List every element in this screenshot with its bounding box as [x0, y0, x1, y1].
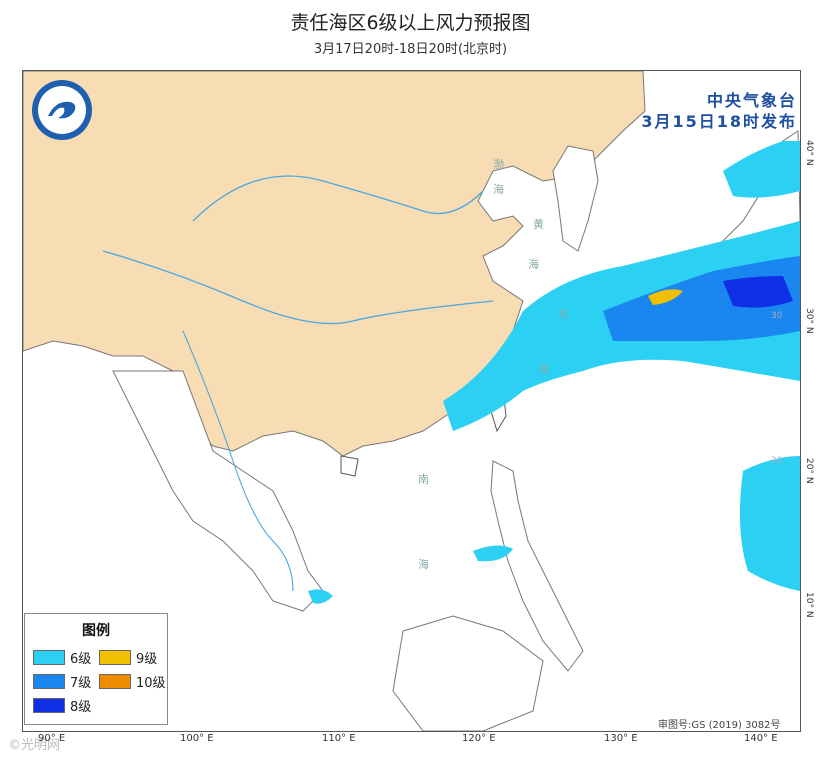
legend-item-6: 6级 [33, 648, 91, 667]
x-tick: 100° E [180, 733, 214, 744]
y-tick: 10° N [804, 592, 814, 618]
inner-lat-label: 30 [771, 311, 783, 321]
legend-item-7: 7级 [33, 672, 91, 691]
x-tick: 130° E [604, 733, 638, 744]
yangtze-river [102, 250, 494, 325]
legend-title: 图例 [82, 623, 110, 639]
sea-label: 黄 [533, 218, 544, 231]
legend-label: 10级 [136, 676, 166, 691]
hainan-land [340, 455, 359, 477]
sea-label: 东 [558, 308, 569, 321]
legend-item-9: 9级 [99, 648, 157, 667]
swatch-7 [33, 674, 65, 689]
sea-label: 海 [418, 558, 429, 571]
y-tick: 20° N [804, 458, 814, 484]
x-tick: 120° E [462, 733, 496, 744]
sea-label: 渤 [493, 158, 504, 171]
philippines-land [490, 460, 584, 672]
wind-area-7-east-sea [603, 256, 800, 341]
sea-label: 海 [493, 183, 504, 196]
y-tick: 30° N [804, 308, 814, 334]
legend-label: 9级 [136, 652, 158, 667]
swatch-10 [99, 674, 131, 689]
mekong-river [182, 330, 294, 592]
borneo-land [392, 615, 544, 731]
wind-area-6-south [473, 545, 513, 562]
approval-number: 审图号:GS (2019) 3082号 [658, 720, 781, 731]
sea-label: 海 [538, 363, 549, 376]
wind-area-8-core [723, 276, 793, 308]
sea-label: 海 [528, 258, 539, 271]
watermark: ©光明网 [8, 738, 61, 753]
legend-item-10: 10级 [99, 672, 166, 691]
issuer-name: 中央气象台 [706, 91, 797, 110]
legend-label: 8级 [70, 700, 92, 715]
swatch-6 [33, 650, 65, 665]
x-tick: 110° E [322, 733, 356, 744]
indochina-land [112, 370, 324, 612]
x-tick: 90° E [38, 733, 66, 744]
swatch-8 [33, 698, 65, 713]
legend-label: 7级 [70, 676, 92, 691]
cma-logo [30, 78, 94, 142]
wind-area-6-gulf [308, 589, 333, 604]
map-title: 责任海区6级以上风力预报图 [290, 12, 531, 34]
map-subtitle: 3月17日20时-18日20时(北京时) [313, 42, 508, 57]
y-tick: 40° N [804, 140, 814, 166]
wind-area-9-core [648, 289, 683, 305]
korea-land [552, 145, 599, 252]
issuer-block: 中央气象台 3月15日18时发布 [612, 90, 797, 132]
issue-time: 3月15日18时发布 [641, 112, 797, 131]
inner-lat-label: 20 [771, 456, 783, 466]
legend-label: 6级 [70, 652, 92, 667]
legend-item-8: 8级 [33, 696, 91, 715]
legend: 图例 6级 9级 7级 10级 8级 [24, 613, 168, 725]
x-tick: 140° E [744, 733, 778, 744]
sea-label: 南 [418, 473, 429, 486]
wind-area-7-north [723, 141, 800, 198]
swatch-9 [99, 650, 131, 665]
yellow-river [192, 175, 484, 222]
china-land [23, 71, 646, 457]
map-canvas [23, 71, 800, 731]
wind-area-6-east [739, 456, 800, 591]
